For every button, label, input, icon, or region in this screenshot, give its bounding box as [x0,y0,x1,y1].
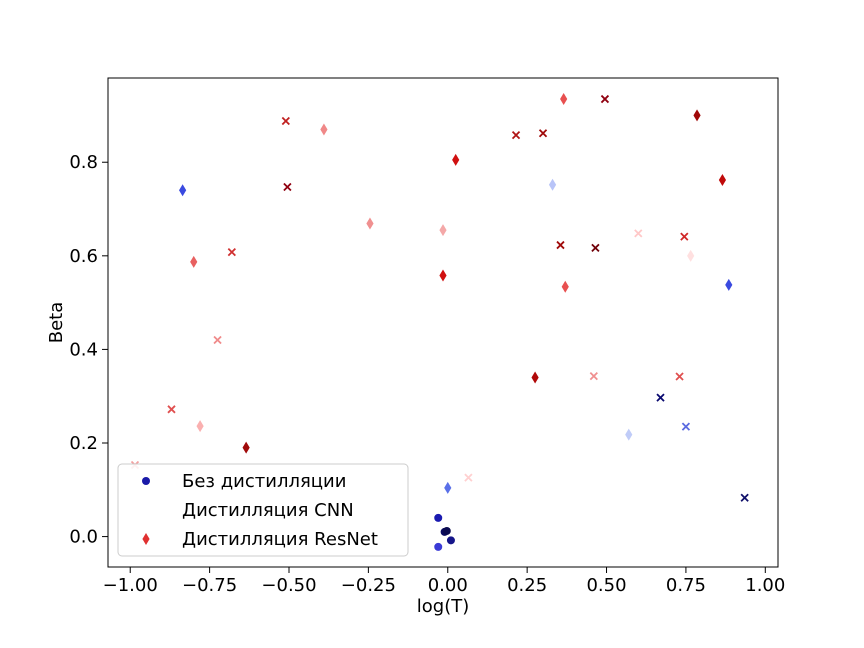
plot-area-frame [107,77,779,568]
y-tick-label: 0.6 [69,246,98,267]
point-diamond [693,109,701,122]
x-tick-label: 0.50 [586,575,626,596]
point-diamond [366,217,374,230]
point-diamond [560,93,568,106]
point-x [600,94,610,104]
y-axis-label: Beta [46,302,67,344]
point-diamond [452,153,460,166]
legend-label: Дистилляция CNN [182,500,354,521]
y-tick-label: 0.8 [69,152,98,173]
x-tick-label: 0.75 [666,575,706,596]
point-x [538,129,548,138]
x-tick-label: −0.25 [341,575,396,596]
point-circle [446,536,455,545]
point-diamond [625,428,633,441]
plot-marks [130,93,749,551]
x-tick-label: −0.50 [261,575,316,596]
y-tick-label: 0.0 [69,527,98,548]
point-x [681,422,691,431]
point-diamond [439,269,447,282]
x-tick-label: −0.75 [182,575,237,596]
point-x [675,372,684,381]
point-diamond [725,278,733,291]
legend-label: Дистилляция ResNet [182,529,378,550]
point-x [227,247,236,257]
point-x [680,232,689,241]
legend-label: Без дистилляции [182,471,346,492]
x-tick-label: 1.00 [745,575,785,596]
point-circle [434,513,443,522]
point-circle [434,542,443,551]
x-tick-label: 0.00 [428,575,468,596]
point-diamond [444,481,452,494]
legend-marker-diamond [142,533,150,545]
point-diamond [548,178,557,191]
point-diamond [687,249,695,262]
point-diamond [190,255,198,268]
point-x [589,371,598,381]
point-x [511,130,521,140]
y-tick-label: 0.2 [69,433,98,454]
x-axis-label: log(T) [417,596,469,617]
x-tick-label: 0.25 [507,575,547,596]
point-diamond [718,174,727,187]
y-tick-label: 0.4 [69,339,98,360]
point-x [591,243,600,252]
point-diamond [561,280,569,293]
point-x [556,240,565,250]
point-x [213,335,222,345]
legend: Без дистилляции Дистилляция CNN Дистилляци… [117,463,409,557]
legend-box [117,463,409,557]
y-axis: 0.0 0.2 0.4 0.6 0.8 [69,152,108,548]
point-diamond [242,441,250,454]
point-x [283,182,292,192]
legend-marker-circle [142,477,150,485]
point-circle [442,526,451,535]
x-tick-label: −1.00 [103,575,158,596]
point-x [464,473,473,482]
point-diamond [320,123,328,136]
x-axis: −1.00 −0.75 −0.50 −0.25 0.00 0.25 0.50 0.75 1.00 [103,567,785,596]
point-x [634,229,643,238]
point-x [740,493,749,502]
point-diamond [531,371,539,384]
point-x [281,116,290,126]
point-diamond [179,184,187,197]
point-x [656,393,665,402]
point-diamond [196,420,204,433]
point-x [167,405,176,414]
point-diamond [439,224,447,237]
